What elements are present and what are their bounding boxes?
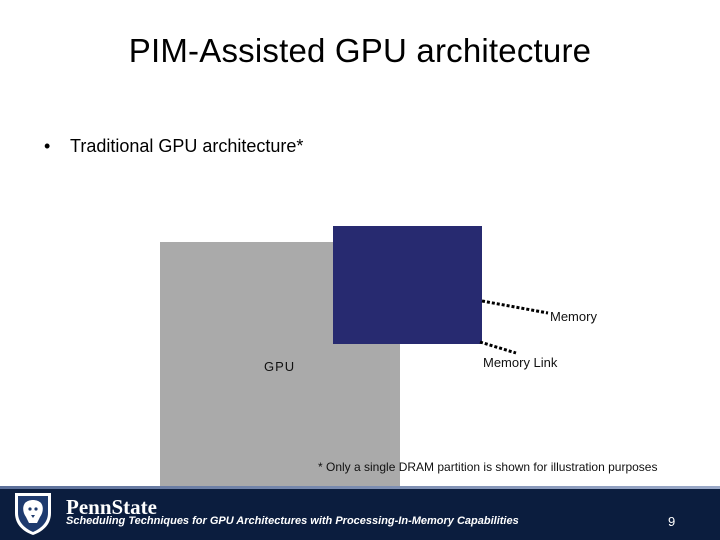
memory-block: [333, 226, 482, 344]
memory-link-leader-line: [479, 340, 517, 355]
bullet-text: Traditional GPU architecture*: [70, 136, 304, 156]
memory-label: Memory: [550, 309, 597, 324]
memory-link-label: Memory Link: [483, 355, 558, 370]
memory-leader-line: [481, 299, 549, 315]
footer-accent-bar: [0, 486, 720, 489]
slide-footer: PennState Scheduling Techniques for GPU …: [0, 486, 720, 540]
footer-text: Scheduling Techniques for GPU Architectu…: [66, 515, 519, 527]
bullet-marker: •: [44, 136, 51, 156]
footer-brand: PennState: [66, 495, 157, 519]
bullet-item: • Traditional GPU architecture*: [44, 136, 303, 157]
footnote: * Only a single DRAM partition is shown …: [318, 460, 658, 474]
page-number: 9: [668, 514, 676, 529]
gpu-label: GPU: [264, 359, 296, 374]
nittany-lion-shield-icon: [15, 493, 51, 535]
slide-title: PIM-Assisted GPU architecture: [128, 32, 592, 69]
